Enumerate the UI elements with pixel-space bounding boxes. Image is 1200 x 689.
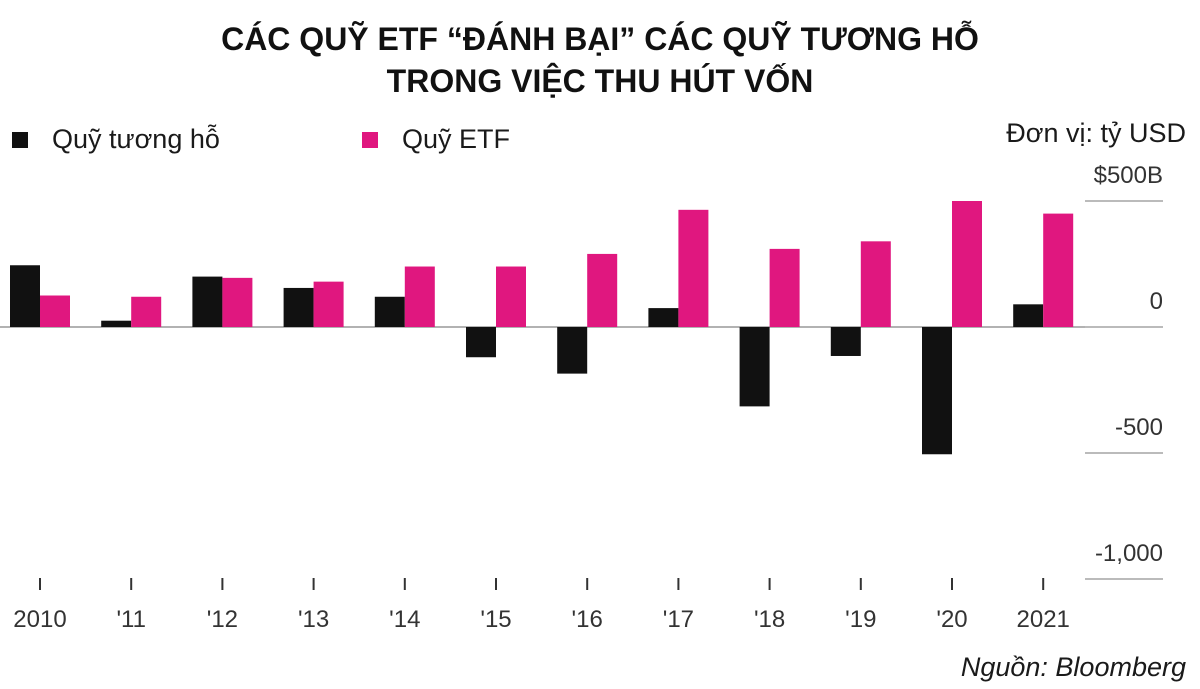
bar-etf xyxy=(40,295,70,327)
bar-mutual-fund xyxy=(922,327,952,455)
x-tick-label: '11 xyxy=(116,606,146,633)
x-tick-label: '12 xyxy=(207,606,238,633)
bar-mutual-fund xyxy=(10,265,40,327)
bar-mutual-fund xyxy=(648,308,679,327)
bar-mutual-fund xyxy=(466,327,496,358)
bar-etf xyxy=(860,241,891,327)
bar-mutual-fund xyxy=(192,276,223,327)
x-tick-label: '14 xyxy=(389,606,420,633)
x-tick-label: '20 xyxy=(936,606,967,633)
legend-swatch-mutual xyxy=(12,131,28,148)
legend-swatch-etf xyxy=(362,131,378,148)
bar-etf xyxy=(496,266,526,327)
bar-etf xyxy=(313,281,344,327)
legend-item-mutual: Quỹ tương hỗ xyxy=(12,124,220,155)
x-tick-label: 2010 xyxy=(13,606,66,633)
bar-mutual-fund xyxy=(557,327,588,374)
title-line-1: CÁC QUỸ ETF “ĐÁNH BẠI” CÁC QUỸ TƯƠNG HỖ xyxy=(221,21,979,57)
bar-etf xyxy=(1043,213,1074,327)
bar-etf xyxy=(587,253,618,327)
x-tick-label: '19 xyxy=(845,606,876,633)
bar-mutual-fund xyxy=(1013,304,1044,327)
y-tick-label: -500 xyxy=(1115,414,1163,441)
y-tick-label: -1,000 xyxy=(1095,540,1163,567)
bar-etf xyxy=(404,266,435,327)
bar-etf xyxy=(678,209,709,327)
legend-item-etf: Quỹ ETF xyxy=(362,124,510,155)
x-tick-label: '18 xyxy=(754,606,785,633)
bar-etf xyxy=(769,248,800,327)
x-tick-label: '16 xyxy=(572,606,603,633)
legend: Quỹ tương hỗ Quỹ ETF xyxy=(0,124,1200,164)
bar-mutual-fund xyxy=(374,296,405,327)
y-tick-label: $500B xyxy=(1094,162,1163,189)
legend-label-etf: Quỹ ETF xyxy=(402,124,511,154)
chart-title: CÁC QUỸ ETF “ĐÁNH BẠI” CÁC QUỸ TƯƠNG HỖ … xyxy=(0,18,1200,102)
bar-mutual-fund xyxy=(283,287,314,327)
bar-etf xyxy=(131,296,162,327)
y-tick-label: 0 xyxy=(1150,288,1163,315)
bar-mutual-fund xyxy=(830,327,861,356)
x-tick-label: 2021 xyxy=(1017,606,1070,633)
x-tick-label: '13 xyxy=(298,606,329,633)
unit-label: Đơn vị: tỷ USD xyxy=(1006,118,1186,148)
x-tick-label: '17 xyxy=(663,606,694,633)
bar-mutual-fund xyxy=(739,327,770,407)
bar-mutual-fund xyxy=(101,320,132,327)
bar-etf xyxy=(952,201,982,327)
legend-label-mutual: Quỹ tương hỗ xyxy=(52,124,220,154)
source-note: Nguồn: Bloomberg xyxy=(960,652,1186,682)
bar-etf xyxy=(222,277,253,327)
title-line-2: TRONG VIỆC THU HÚT VỐN xyxy=(386,63,814,99)
x-tick-label: '15 xyxy=(480,606,511,633)
